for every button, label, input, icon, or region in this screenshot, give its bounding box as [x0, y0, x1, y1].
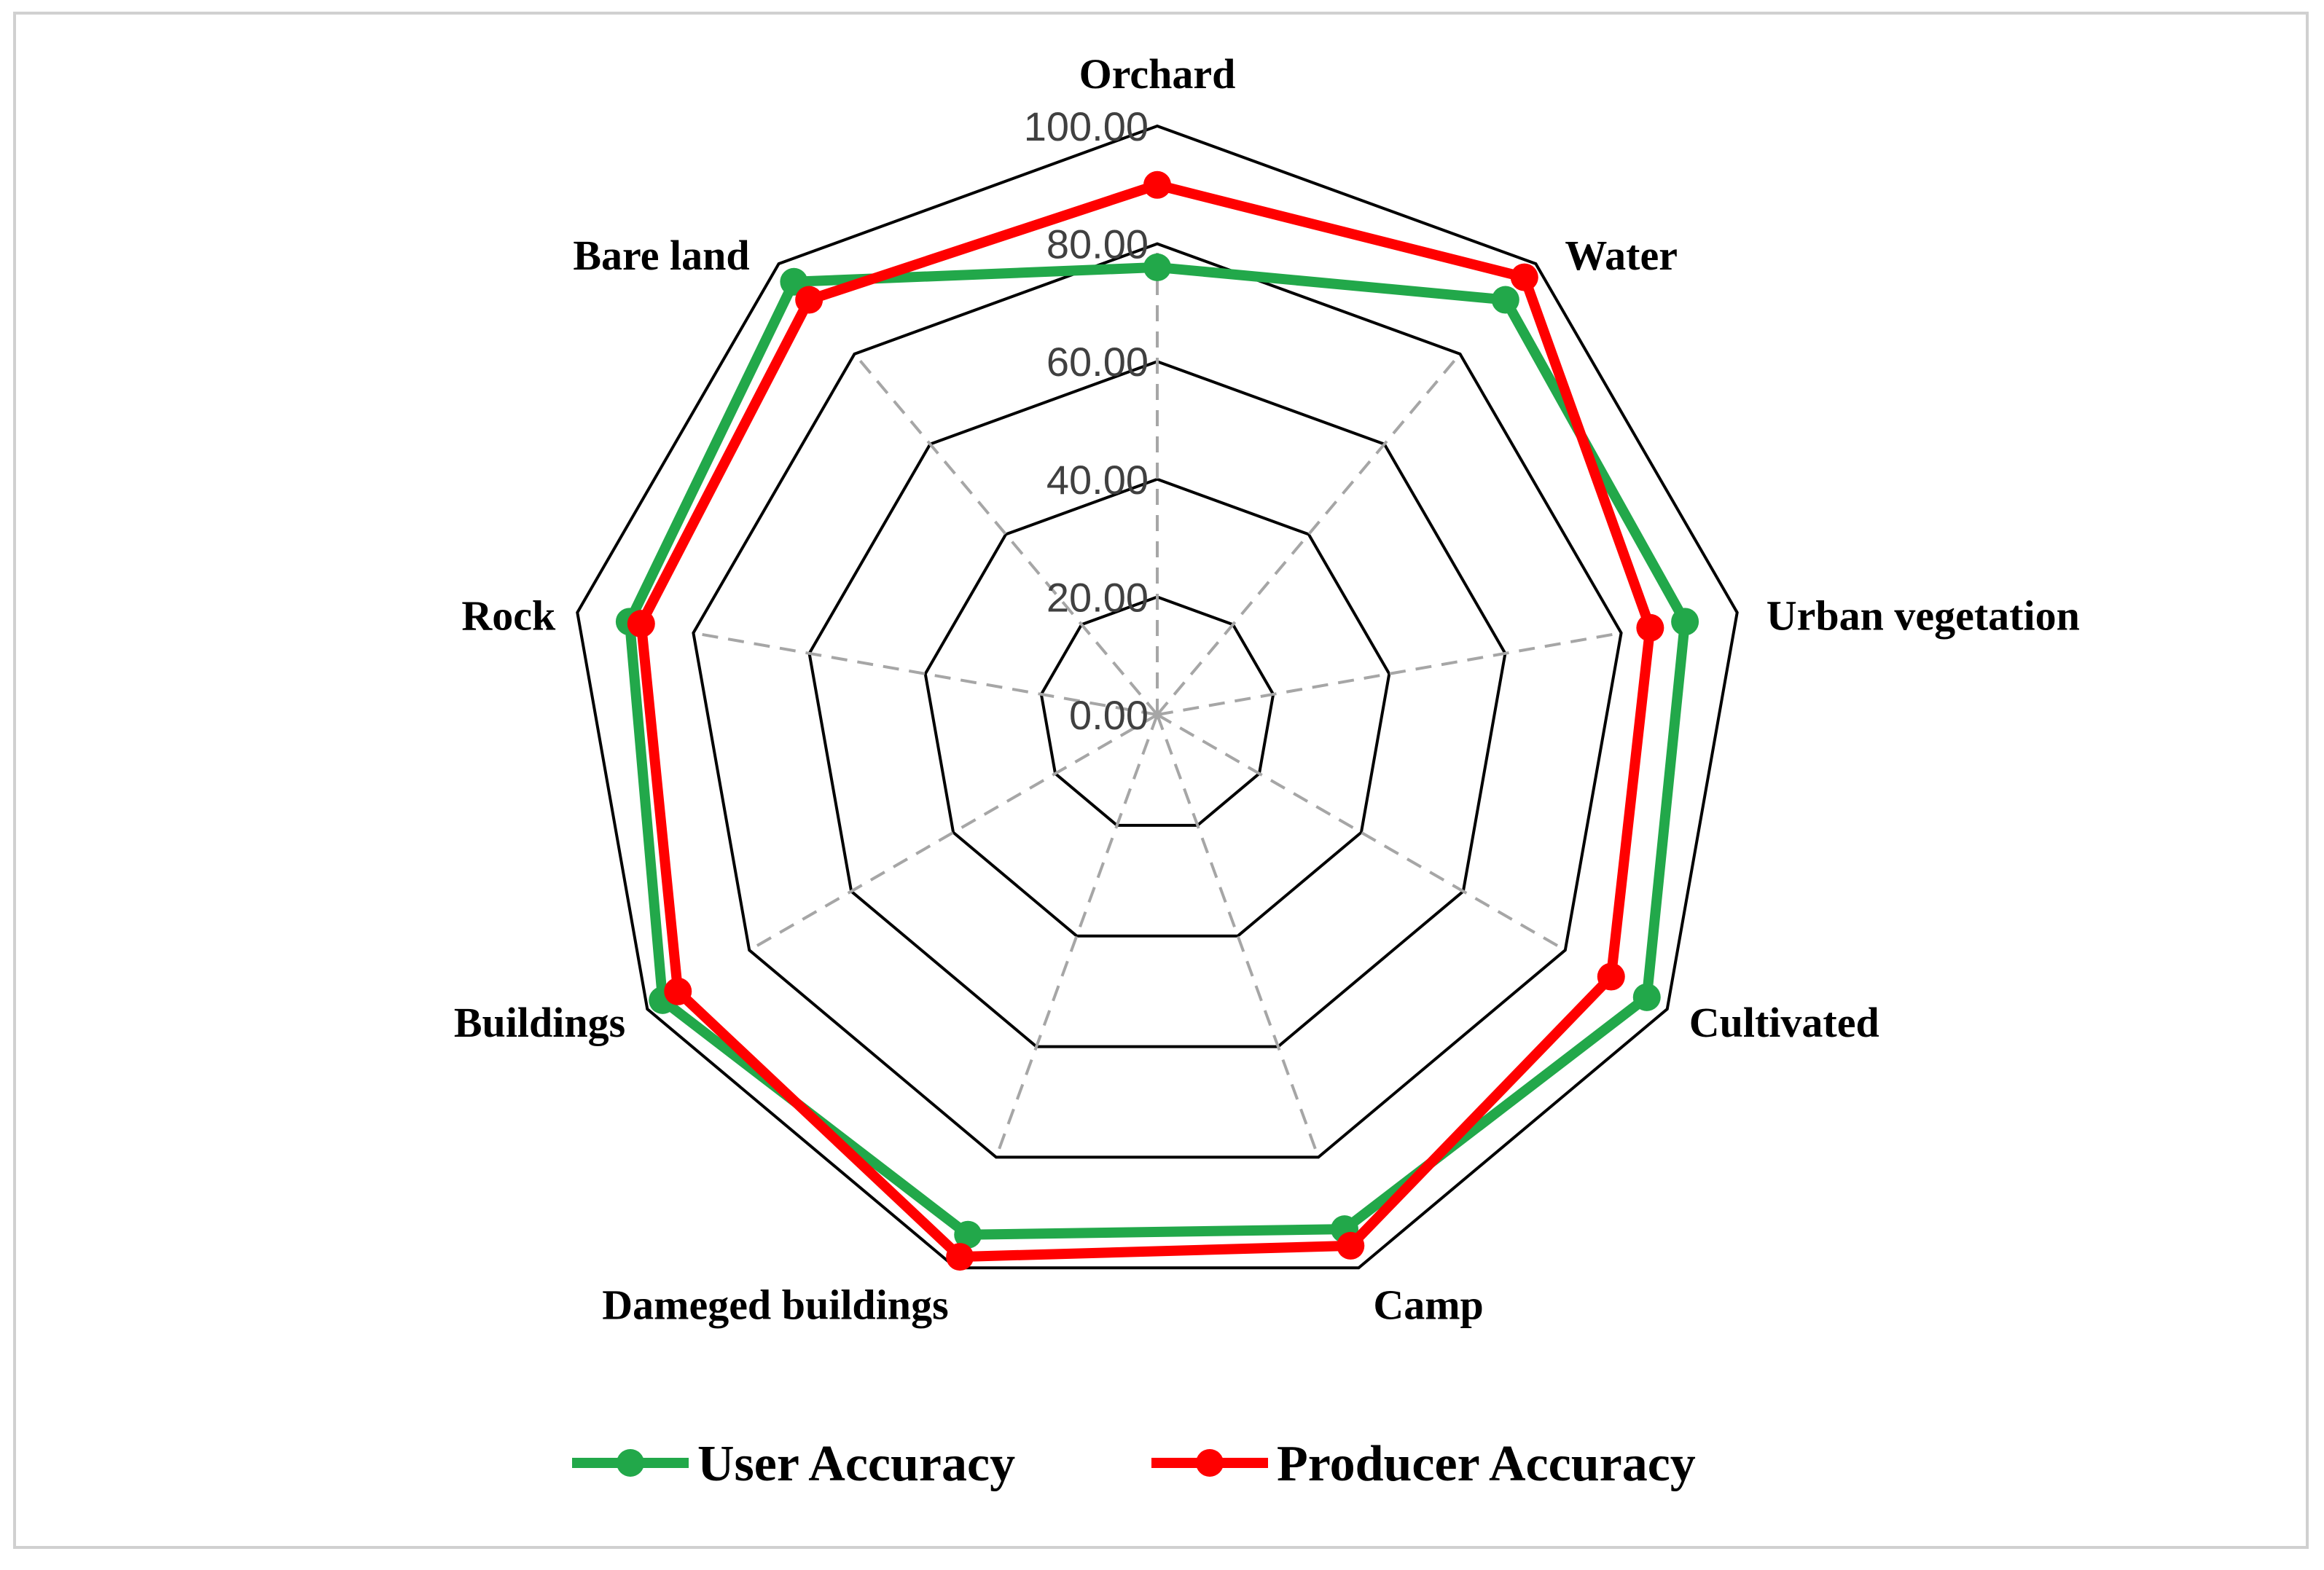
series-1-point-2 [1636, 613, 1664, 642]
series-layer [615, 170, 1699, 1271]
legend-label-0: User Accuracy [697, 1436, 1015, 1492]
series-1-point-5 [946, 1243, 974, 1271]
series-0-point-5 [954, 1220, 982, 1249]
category-label-7: Rock [461, 592, 556, 640]
category-label-2: Urban vegetation [1767, 592, 2080, 640]
category-label-6: Buildings [454, 999, 625, 1046]
series-1-point-4 [1337, 1231, 1365, 1260]
tick-label-4: 80.00 [1046, 221, 1149, 267]
category-label-3: Cultivated [1689, 999, 1879, 1046]
series-1-point-8 [795, 286, 823, 314]
tick-labels: 0.00 20.00 40.00 60.00 80.00 100.00 [1024, 103, 1149, 738]
tick-label-1: 20.00 [1046, 574, 1149, 620]
category-label-5: Dameged buildings [602, 1281, 948, 1328]
category-label-0: Orchard [1079, 50, 1236, 98]
series-0-point-3 [1632, 983, 1661, 1011]
legend-marker-1 [1196, 1449, 1224, 1477]
category-label-1: Water [1565, 232, 1678, 279]
category-label-4: Camp [1373, 1281, 1483, 1328]
category-label-8: Bare land [573, 232, 749, 279]
series-1-point-6 [664, 977, 692, 1005]
series-0-point-2 [1671, 608, 1699, 636]
category-labels: Orchard Water Urban vegetation Cultivated Ca… [454, 50, 2080, 1328]
series-line-1 [635, 179, 1656, 1263]
series-1-point-3 [1597, 962, 1625, 991]
grid-ring-4 [692, 242, 1623, 1159]
grid-ring-2 [923, 477, 1391, 938]
series-0-point-1 [1491, 286, 1519, 314]
series-0-point-0 [1143, 253, 1171, 281]
tick-label-5: 100.00 [1024, 103, 1149, 149]
grid-layer [576, 124, 1739, 1270]
grid-ring-1 [1039, 595, 1275, 827]
tick-label-2: 40.00 [1046, 457, 1149, 503]
legend-label-1: Producer Accuracy [1277, 1436, 1696, 1492]
series-1-point-7 [627, 610, 655, 638]
series-1-point-1 [1510, 263, 1538, 291]
tick-label-0: 0.00 [1069, 692, 1149, 738]
legend-marker-0 [617, 1449, 644, 1477]
series-1-point-0 [1143, 170, 1171, 199]
tick-label-3: 60.00 [1046, 339, 1149, 385]
grid-ring-5 [576, 124, 1739, 1270]
grid-ring-3 [807, 360, 1507, 1048]
legend: User Accuracy Producer Accuracy [572, 1436, 1696, 1492]
